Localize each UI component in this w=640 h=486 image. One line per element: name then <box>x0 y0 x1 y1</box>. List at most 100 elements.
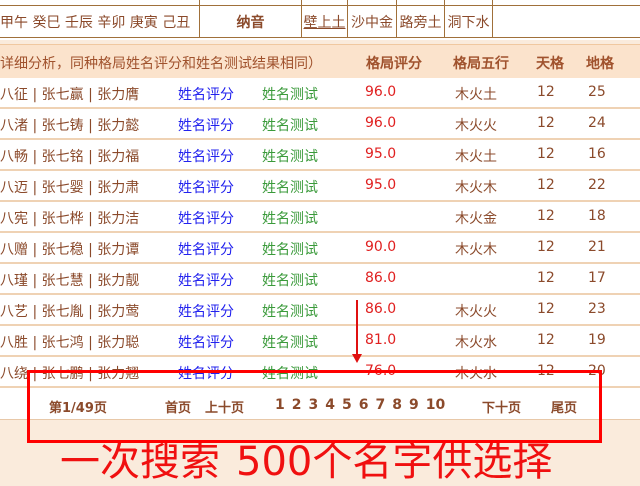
table-row: 八迈 | 张七婴 | 张力肃 姓名评分 姓名测试 95.0 木火木 12 22 <box>0 171 640 202</box>
cell-names: 八胜 | 张七鸿 | 张力聪 <box>0 335 140 351</box>
name-test-link[interactable]: 姓名测试 <box>262 180 318 196</box>
cell-tiange: 12 <box>537 332 555 348</box>
page-link[interactable]: 1 <box>275 397 285 413</box>
name-score-link[interactable]: 姓名评分 <box>178 180 234 196</box>
name-test-link[interactable]: 姓名测试 <box>262 211 318 227</box>
cell-names: 八瑾 | 张七慧 | 张力靓 <box>0 273 140 289</box>
header-dige: 地格 <box>586 56 614 72</box>
cell-score: 96.0 <box>365 84 397 100</box>
name-test-link[interactable]: 姓名测试 <box>262 149 318 165</box>
cell-tiange: 12 <box>537 115 555 131</box>
name-score-link[interactable]: 姓名评分 <box>178 242 234 258</box>
cell-wuxing: 木火土 <box>455 87 497 103</box>
table-header: 详细分析，同种格局姓名评分和姓名测试结果相同） 格局评分 格局五行 天格 地格 <box>0 44 640 78</box>
page-link[interactable]: 8 <box>392 397 402 413</box>
name-score-link[interactable]: 姓名评分 <box>178 87 234 103</box>
divider <box>445 0 493 5</box>
name-score-link[interactable]: 姓名评分 <box>178 211 234 227</box>
table-row: 八渚 | 张七铸 | 张力懿 姓名评分 姓名测试 96.0 木火火 12 24 <box>0 109 640 140</box>
name-test-link[interactable]: 姓名测试 <box>262 118 318 134</box>
cell-dige: 16 <box>588 146 606 162</box>
cell-score: 95.0 <box>365 177 397 193</box>
cell-names: 八畅 | 张七铭 | 张力福 <box>0 149 140 165</box>
cell-wuxing: 木火木 <box>455 180 497 196</box>
name-score-link[interactable]: 姓名评分 <box>178 118 234 134</box>
cell-wuxing: 木火火 <box>455 118 497 134</box>
page-link[interactable]: 2 <box>291 397 302 413</box>
name-test-link[interactable]: 姓名测试 <box>262 242 318 258</box>
cell-wuxing: 木火木 <box>455 242 497 258</box>
annotation-arrow <box>356 300 358 356</box>
page-link[interactable]: 3 <box>308 397 319 413</box>
cell-dige: 19 <box>588 332 606 348</box>
table-row: 八征 | 张七赢 | 张力膺 姓名评分 姓名测试 96.0 木火土 12 25 <box>0 78 640 109</box>
next-ten-link[interactable]: 下十页 <box>482 401 522 416</box>
table-row: 八宪 | 张七桦 | 张力洁 姓名评分 姓名测试 木火金 12 18 <box>0 202 640 233</box>
cell-dige: 22 <box>588 177 606 193</box>
cell-score: 95.0 <box>365 146 397 162</box>
divider <box>302 0 348 5</box>
page-numbers: 1 2 3 4 5 6 7 8 9 10 <box>275 397 445 413</box>
cell-names: 八渚 | 张七铸 | 张力懿 <box>0 118 140 134</box>
name-test-link[interactable]: 姓名测试 <box>262 335 318 351</box>
cell-tiange: 12 <box>537 177 555 193</box>
results-table: 八征 | 张七赢 | 张力膺 姓名评分 姓名测试 96.0 木火土 12 25 八渚 | 张七… <box>0 78 640 388</box>
cell-wuxing: 木火金 <box>455 211 497 227</box>
cell-names: 八宪 | 张七桦 | 张力洁 <box>0 211 140 227</box>
name-score-link[interactable]: 姓名评分 <box>178 304 234 320</box>
cell-score: 81.0 <box>365 332 397 348</box>
name-test-link[interactable]: 姓名测试 <box>262 87 318 103</box>
header-wuxing: 格局五行 <box>453 56 509 72</box>
arrow-head-icon <box>352 354 362 363</box>
divider <box>348 0 397 5</box>
empty-cell <box>493 6 640 37</box>
cell-tiange: 12 <box>537 301 555 317</box>
table-row: 八瑾 | 张七慧 | 张力靓 姓名评分 姓名测试 86.0 12 17 <box>0 264 640 295</box>
cell-wuxing: 木火土 <box>455 149 497 165</box>
page-link[interactable]: 4 <box>325 397 335 413</box>
cell-score: 90.0 <box>365 239 397 255</box>
cell-dige: 21 <box>588 239 606 255</box>
name-score-link[interactable]: 姓名评分 <box>178 273 234 289</box>
cell-tiange: 12 <box>537 146 555 162</box>
table-row: 八赠 | 张七稳 | 张力谭 姓名评分 姓名测试 90.0 木火木 12 21 <box>0 233 640 264</box>
name-score-link[interactable]: 姓名评分 <box>178 149 234 165</box>
last-page-link[interactable]: 尾页 <box>551 401 578 416</box>
cell-names: 八艺 | 张七胤 | 张力莺 <box>0 304 140 320</box>
header-tiange: 天格 <box>536 56 564 72</box>
cell-tiange: 12 <box>537 239 555 255</box>
bazi-row: 甲午 癸巳 壬辰 辛卯 庚寅 己丑 纳音 壁上土 沙中金 路旁土 洞下水 <box>0 5 640 38</box>
bazi-section: 甲午 癸巳 壬辰 辛卯 庚寅 己丑 纳音 壁上土 沙中金 路旁土 洞下水 <box>0 0 640 40</box>
nayin-cell[interactable]: 壁上土 <box>302 6 348 37</box>
name-test-link[interactable]: 姓名测试 <box>262 273 318 289</box>
bazi-pillars: 甲午 癸巳 壬辰 辛卯 庚寅 己丑 <box>0 6 200 37</box>
cell-names: 八迈 | 张七婴 | 张力肃 <box>0 180 140 196</box>
table-row: 八畅 | 张七铭 | 张力福 姓名评分 姓名测试 95.0 木火土 12 16 <box>0 140 640 171</box>
cell-score: 96.0 <box>365 115 397 131</box>
annotation-line1: 一次搜索 <box>60 439 220 485</box>
cell-wuxing: 木火水 <box>455 335 497 351</box>
cell-tiange: 12 <box>537 84 555 100</box>
pagination: 第1/49页 首页 上十页 1 2 3 4 5 6 7 8 9 10 下十页 尾… <box>0 388 640 420</box>
nayin-label: 纳音 <box>200 6 302 37</box>
page-link[interactable]: 6 <box>358 397 369 413</box>
page-link[interactable]: 5 <box>342 397 352 413</box>
page-link[interactable]: 7 <box>375 397 386 413</box>
annotation-highlight-box <box>27 370 602 443</box>
cell-names: 八赠 | 张七稳 | 张力谭 <box>0 242 140 258</box>
name-test-link[interactable]: 姓名测试 <box>262 304 318 320</box>
page-link[interactable]: 10 <box>425 397 446 413</box>
cell-score: 86.0 <box>365 270 397 286</box>
divider <box>397 0 445 5</box>
nayin-cell: 沙中金 <box>348 6 397 37</box>
divider <box>200 0 302 5</box>
cell-names: 八征 | 张七赢 | 张力膺 <box>0 87 140 103</box>
prev-ten-link[interactable]: 上十页 <box>205 401 245 416</box>
annotation: 一次搜索 500个名字供选择 <box>60 440 552 486</box>
cell-score: 86.0 <box>365 301 397 317</box>
cell-tiange: 12 <box>537 208 555 224</box>
name-score-link[interactable]: 姓名评分 <box>178 335 234 351</box>
first-page-link[interactable]: 首页 <box>165 401 192 416</box>
page-link[interactable]: 9 <box>409 397 419 413</box>
nayin-cell: 路旁土 <box>397 6 445 37</box>
